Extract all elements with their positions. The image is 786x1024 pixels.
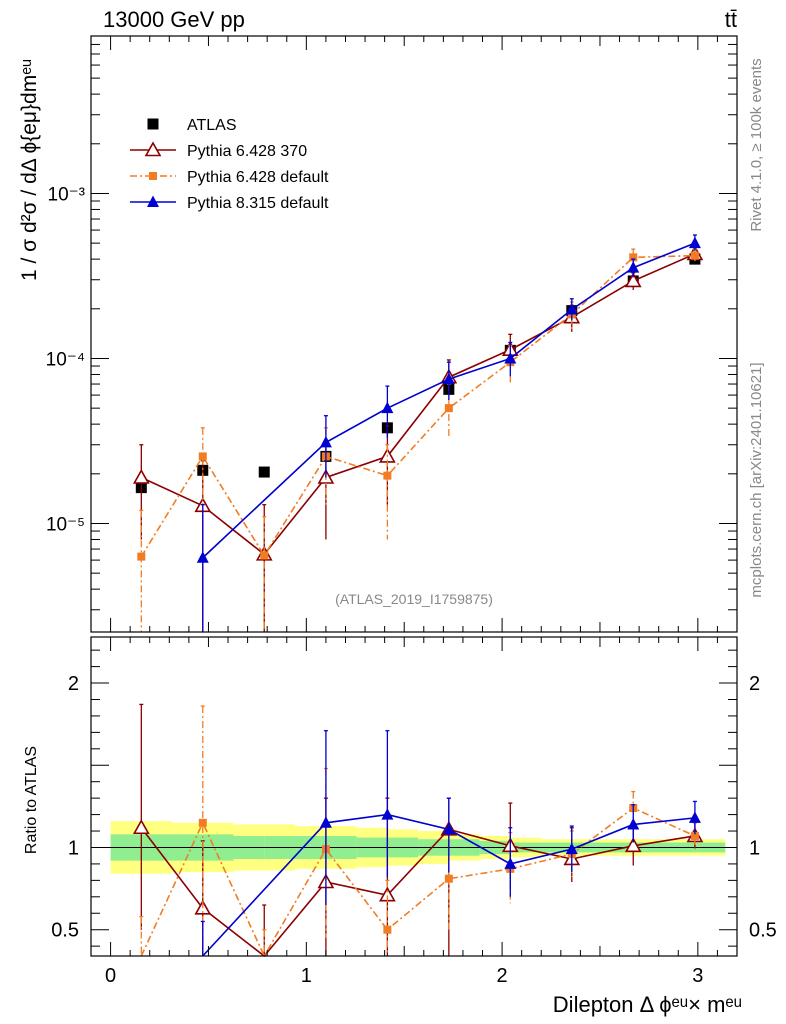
ratio-pythia-8-315-default-point bbox=[688, 811, 701, 823]
legend-marker bbox=[147, 118, 159, 130]
ratio-pythia-8-315-default-point bbox=[442, 822, 455, 835]
ratio-pythia-6-428-default-point bbox=[198, 818, 207, 827]
ratio-pythia-8-315-default-point bbox=[565, 842, 578, 855]
legend-entry: Pythia 8.315 default bbox=[130, 195, 329, 212]
ratio-pythia-6-428-default-point bbox=[690, 831, 699, 840]
main-pythia-8-315-default-point bbox=[196, 551, 209, 563]
main-pythia-6-428-370-point bbox=[132, 468, 150, 484]
main-pythia-8-315-default-group bbox=[196, 234, 701, 632]
y-tick-label: 1 bbox=[68, 837, 79, 859]
main-pythia-8-315-default-point bbox=[381, 401, 394, 414]
ratio-pythia-6-428-370-point bbox=[132, 819, 150, 835]
legend-label: ATLAS bbox=[187, 117, 237, 134]
y-tick-label-right: 0.5 bbox=[749, 920, 777, 942]
main-pythia-8-315-default-point bbox=[565, 303, 578, 315]
x-tick-label: 3 bbox=[692, 965, 703, 987]
ratio-pythia-8-315-default-point bbox=[319, 816, 332, 828]
ratio-pythia-8-315-default-point bbox=[504, 857, 517, 869]
analysis-id-label: (ATLAS_2019_I1759875) bbox=[335, 591, 493, 607]
legend-marker bbox=[149, 172, 157, 180]
legend: ATLAS Pythia 6.428 370 Pythia 6.428 defaul… bbox=[130, 117, 329, 212]
ratio-pythia-8-315-default-line bbox=[202, 813, 695, 957]
legend-entry: ATLAS bbox=[147, 117, 237, 134]
y-tick-label: 10⁻⁵ bbox=[46, 514, 85, 535]
x-tick-label: 1 bbox=[301, 965, 312, 987]
main-pythia-6-428-default-point bbox=[137, 552, 146, 561]
ratio-pythia-6-428-default-point bbox=[383, 925, 392, 934]
y-tick-label: 10⁻⁴ bbox=[46, 349, 85, 370]
mcplots-label: mcplots.cern.ch [arXiv:2401.10621] bbox=[748, 362, 765, 597]
panel-frames bbox=[90, 35, 738, 957]
main-pythia-8-315-default-line bbox=[202, 242, 696, 559]
main-pythia-8-315-default-point bbox=[504, 351, 517, 364]
legend-label: Pythia 6.428 default bbox=[187, 169, 329, 186]
ratio-pythia-6-428-default-line bbox=[140, 807, 696, 958]
x-tick-label: 2 bbox=[497, 965, 508, 987]
legend-marker bbox=[144, 141, 162, 157]
main-pythia-6-428-default-point bbox=[383, 471, 392, 480]
main-pythia-8-315-default-point bbox=[688, 236, 701, 249]
legend-label: Pythia 6.428 370 bbox=[187, 143, 307, 160]
x-axis-label: Dilepton Δ ϕᵉᵘ× mᵉᵘ bbox=[553, 992, 742, 1017]
energy-label: 13000 GeV pp bbox=[103, 7, 245, 32]
legend-label: Pythia 8.315 default bbox=[187, 195, 329, 212]
ratio-pythia-8-315-default-point bbox=[627, 817, 640, 830]
main-pythia-6-428-default-point bbox=[690, 251, 699, 260]
ratio-y-axis-label: Ratio to ATLAS bbox=[23, 746, 40, 854]
y-tick-label: 10⁻³ bbox=[48, 184, 86, 205]
ratio-pythia-8-315-default-group bbox=[200, 730, 701, 957]
y-tick-label: 0.5 bbox=[51, 920, 79, 942]
x-tick-label: 0 bbox=[105, 965, 116, 987]
ratio-pythia-8-315-default-point bbox=[381, 808, 394, 820]
ratio-panel-frame bbox=[90, 636, 738, 957]
y-tick-label-right: 2 bbox=[749, 673, 760, 695]
main-pythia-6-428-default-point bbox=[444, 404, 453, 413]
main-panel-frame bbox=[90, 35, 738, 633]
legend-entry: Pythia 6.428 370 bbox=[130, 141, 307, 160]
main-pythia-6-428-370-line bbox=[140, 253, 696, 556]
main-pythia-6-428-default-line bbox=[140, 254, 695, 558]
legend-marker bbox=[147, 195, 159, 207]
main-pythia-8-315-default-point bbox=[319, 435, 332, 448]
ratio-panel-ticks: 0 1 2 3 0.5 0.5 1 1 2 2 bbox=[51, 637, 777, 987]
ratio-pythia-6-428-370-line bbox=[140, 827, 696, 958]
main-pythia-6-428-default-point bbox=[629, 253, 638, 262]
main-y-axis-label: 1 / σ d²σ / dΔ ϕ{eμ}dmᵉᵘ bbox=[18, 59, 41, 281]
main-pythia-6-428-default-group bbox=[137, 248, 699, 632]
ratio-pythia-6-428-default-point bbox=[444, 874, 453, 883]
main-pythia-6-428-default-point bbox=[198, 452, 207, 461]
ratio-panel-series bbox=[132, 703, 704, 958]
main-pythia-6-428-default-point bbox=[260, 551, 269, 560]
y-tick-label: 2 bbox=[68, 673, 79, 695]
ratio-pythia-6-428-370-point bbox=[624, 837, 642, 853]
main-pythia-8-315-default-point bbox=[442, 372, 455, 385]
main-panel-series bbox=[132, 234, 704, 632]
main-pythia-6-428-370-group bbox=[132, 245, 704, 632]
main-pythia-6-428-370-point bbox=[624, 272, 642, 288]
main-atlas-group bbox=[135, 253, 701, 494]
legend-entry: Pythia 6.428 default bbox=[130, 169, 329, 186]
main-atlas-point bbox=[258, 466, 270, 478]
process-label: tt̄ bbox=[725, 7, 737, 32]
main-pythia-8-315-default-point bbox=[627, 261, 640, 273]
rivet-version-label: Rivet 4.1.0, ≥ 100k events bbox=[748, 58, 765, 231]
main-panel-ticks: 10⁻⁵ 10⁻⁴ 10⁻³ bbox=[46, 36, 738, 632]
y-tick-label-right: 1 bbox=[749, 837, 760, 859]
